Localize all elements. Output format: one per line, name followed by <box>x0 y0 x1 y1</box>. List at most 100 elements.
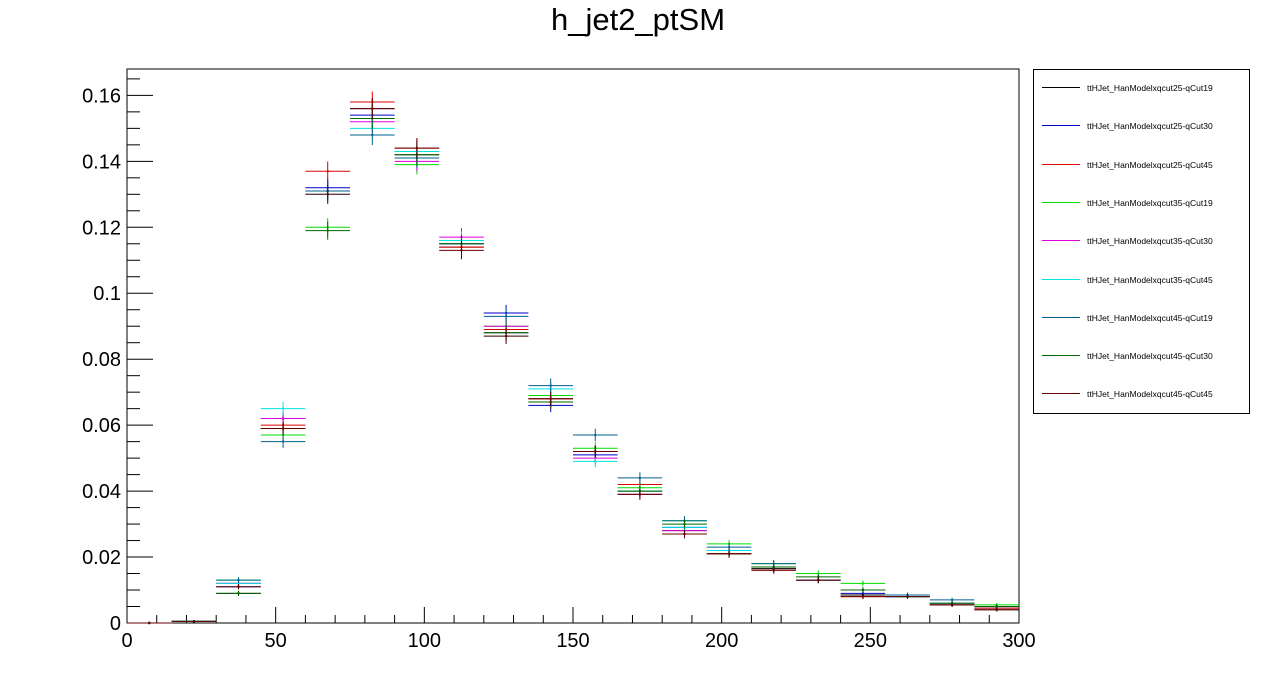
series-2 <box>127 104 1019 625</box>
legend-entry: ttHJet_HanModelxqcut35-qCut19 <box>1034 196 1249 210</box>
data-point <box>817 575 820 579</box>
legend-swatch <box>1042 316 1080 318</box>
y-axis: 0 0.02 0.04 0.06 0.08 0.1 0.12 0.14 0.16 <box>82 78 153 635</box>
series-8 <box>127 108 1019 625</box>
y-tick-label: 0.12 <box>82 217 121 239</box>
series-9 <box>127 98 1019 625</box>
data-point <box>504 315 508 318</box>
data-point <box>460 249 463 252</box>
data-point <box>371 107 374 110</box>
x-tick-label: 100 <box>408 630 441 652</box>
chart-title: h_jet2_ptSM <box>550 2 726 37</box>
legend-label: ttHJet_HanModelxqcut45-qCut30 <box>1087 351 1213 362</box>
data-point <box>727 552 731 555</box>
legend-label: ttHJet_HanModelxqcut35-qCut45 <box>1087 274 1213 285</box>
x-axis: 0 50 100 150 200 250 300 <box>121 607 1036 652</box>
data-point <box>281 417 285 420</box>
data-point <box>995 608 998 612</box>
legend-swatch <box>1042 278 1080 280</box>
legend-entry: ttHJet_HanModelxqcut45-qCut45 <box>1034 387 1249 401</box>
data-point <box>995 605 998 608</box>
x-tick-label: 150 <box>556 630 589 652</box>
data-point <box>281 407 285 410</box>
legend-label: ttHJet_HanModelxqcut25-qCut30 <box>1087 121 1213 132</box>
x-tick-label: 300 <box>1002 630 1035 652</box>
data-point <box>237 582 240 585</box>
data-point <box>683 532 686 536</box>
y-tick-label: 0.16 <box>82 85 121 107</box>
data-point <box>950 598 954 602</box>
data-point <box>906 595 909 598</box>
series-layer <box>127 91 1019 625</box>
legend-label: ttHJet_HanModelxqcut25-qCut45 <box>1087 159 1213 170</box>
series-7 <box>127 124 1019 625</box>
data-point <box>638 476 642 480</box>
legend-swatch <box>1042 240 1080 242</box>
legend-entry: ttHJet_HanModelxqcut35-qCut45 <box>1034 273 1249 287</box>
data-point <box>594 460 597 463</box>
legend-entry: ttHJet_HanModelxqcut25-qCut30 <box>1034 119 1249 133</box>
legend-swatch <box>1042 163 1080 165</box>
data-point <box>950 603 954 607</box>
data-point <box>594 433 597 437</box>
legend-swatch <box>1042 393 1080 395</box>
data-point <box>326 193 329 196</box>
data-point <box>727 545 731 549</box>
legend-swatch <box>1042 355 1080 357</box>
series-5 <box>127 111 1019 625</box>
data-point <box>192 620 196 623</box>
data-point <box>237 578 240 582</box>
y-tick-label: 0.06 <box>82 415 121 437</box>
y-tick-label: 0.04 <box>82 481 121 503</box>
data-point <box>861 582 865 585</box>
data-point <box>817 578 820 582</box>
y-tick-label: 0.14 <box>82 151 121 173</box>
data-point <box>371 133 374 137</box>
y-tick-label: 0 <box>110 613 121 635</box>
data-point <box>683 522 686 526</box>
data-point <box>549 384 552 387</box>
legend-swatch <box>1042 201 1080 203</box>
data-point <box>326 170 329 173</box>
y-tick-label: 0.08 <box>82 349 121 371</box>
legend-swatch <box>1042 125 1080 127</box>
legend-entry: ttHJet_HanModelxqcut35-qCut30 <box>1034 234 1249 248</box>
data-point <box>237 585 240 588</box>
data-point <box>237 592 240 595</box>
data-point <box>148 621 151 625</box>
series-6 <box>127 118 1019 625</box>
x-tick-label: 50 <box>265 630 287 652</box>
legend-label: ttHJet_HanModelxqcut35-qCut30 <box>1087 236 1213 247</box>
x-tick-label: 250 <box>854 630 887 652</box>
legend-label: ttHJet_HanModelxqcut45-qCut19 <box>1087 312 1213 323</box>
y-tick-label: 0.02 <box>82 547 121 569</box>
y-tick-label: 0.1 <box>93 283 121 305</box>
legend-label: ttHJet_HanModelxqcut45-qCut45 <box>1087 389 1213 400</box>
data-point <box>861 592 865 595</box>
data-point <box>326 229 329 232</box>
legend-entry: ttHJet_HanModelxqcut45-qCut19 <box>1034 311 1249 325</box>
data-point <box>594 450 597 453</box>
legend-entry: ttHJet_HanModelxqcut45-qCut30 <box>1034 349 1249 363</box>
plot-frame <box>126 68 1020 624</box>
data-point <box>281 433 285 437</box>
data-point <box>638 493 642 496</box>
data-point <box>861 595 865 598</box>
x-tick-label: 0 <box>121 630 132 652</box>
data-point <box>861 588 865 592</box>
series-3 <box>127 91 1019 625</box>
legend-label: ttHJet_HanModelxqcut25-qCut19 <box>1087 83 1213 93</box>
data-point <box>281 440 285 443</box>
legend-entry: ttHJet_HanModelxqcut25-qCut45 <box>1034 158 1249 172</box>
data-point <box>504 334 508 338</box>
x-tick-label: 200 <box>705 630 738 652</box>
data-point <box>281 427 285 430</box>
data-point <box>549 397 552 400</box>
series-4 <box>127 108 1019 625</box>
legend-entry: ttHJet_HanModelxqcut25-qCut19 <box>1034 81 1249 95</box>
legend-label: ttHJet_HanModelxqcut35-qCut19 <box>1087 197 1213 208</box>
legend: ttHJet_HanModelxqcut25-qCut19 ttHJet_HanM… <box>1033 69 1250 414</box>
data-point <box>415 146 419 150</box>
series-1 <box>127 98 1019 625</box>
data-point <box>817 572 820 575</box>
